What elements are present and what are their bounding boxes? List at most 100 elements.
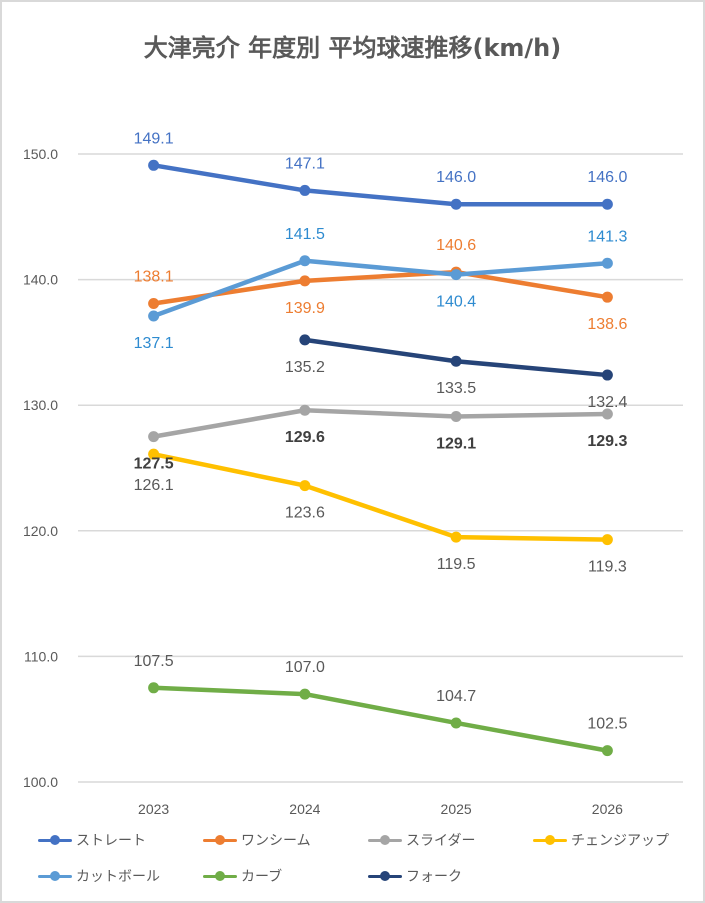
- y-tick-label: 110.0: [24, 648, 58, 664]
- data-label: 107.0: [285, 659, 325, 676]
- data-labels: 149.1 147.1 146.0 146.0 138.1 139.9 140.6 138.6…: [134, 130, 628, 732]
- data-point: [601, 198, 613, 210]
- data-label: 133.5: [436, 380, 476, 397]
- y-tick-label: 120.0: [23, 523, 58, 539]
- series-line: [151, 258, 610, 319]
- data-point: [299, 184, 311, 196]
- legend-marker-icon: [203, 834, 237, 846]
- data-point: [450, 531, 462, 543]
- legend-marker-icon: [533, 834, 567, 846]
- y-tick-label: 100.0: [23, 774, 58, 790]
- series-line: [151, 163, 610, 207]
- data-label: 141.3: [587, 228, 627, 245]
- series-0: [148, 159, 613, 210]
- y-tick-label: 140.0: [23, 272, 58, 288]
- data-label: 147.1: [285, 155, 325, 172]
- series-1: [148, 266, 613, 309]
- series-3: [148, 448, 613, 546]
- data-point: [450, 355, 462, 367]
- data-point: [601, 369, 613, 381]
- data-point: [148, 310, 160, 322]
- legend-item: フォーク: [368, 866, 462, 886]
- data-point: [601, 745, 613, 757]
- series-2: [148, 404, 613, 443]
- data-label: 104.7: [436, 688, 476, 705]
- legend-marker-icon: [368, 870, 402, 882]
- data-point: [601, 257, 613, 269]
- data-point: [299, 404, 311, 416]
- data-label: 123.6: [285, 505, 325, 522]
- data-label: 146.0: [587, 169, 627, 186]
- data-label: 141.5: [285, 226, 325, 243]
- legend-item: カーブ: [203, 866, 282, 886]
- x-axis-ticks: 2023 2024 2025 2026: [138, 801, 623, 817]
- series-5: [148, 682, 613, 757]
- data-label: 149.1: [134, 130, 174, 147]
- gridlines: [78, 153, 683, 783]
- data-label: 135.2: [285, 359, 325, 376]
- data-label: 119.5: [437, 556, 476, 573]
- legend-item: チェンジアップ: [533, 830, 669, 850]
- data-point: [450, 411, 462, 423]
- series-group: [148, 159, 613, 757]
- data-point: [148, 297, 160, 309]
- legend-label: カットボール: [76, 869, 160, 885]
- data-label: 138.6: [587, 316, 627, 333]
- data-point: [601, 534, 613, 546]
- series-line: [151, 407, 610, 439]
- series-6: [299, 334, 613, 381]
- series-line: [151, 451, 610, 542]
- legend-label: スライダー: [406, 833, 476, 849]
- chart-title: 大津亮介 年度別 平均球速推移(km/h): [143, 34, 562, 62]
- data-label: 139.9: [285, 300, 325, 317]
- data-point: [148, 448, 160, 460]
- data-label: 129.3: [587, 433, 627, 450]
- x-tick-label: 2025: [441, 801, 472, 817]
- data-label: 102.5: [587, 716, 627, 733]
- legend-marker-icon: [368, 834, 402, 846]
- data-point: [450, 717, 462, 729]
- data-point: [148, 159, 160, 171]
- x-tick-label: 2026: [592, 801, 623, 817]
- legend-item: カットボール: [38, 866, 160, 886]
- series-line: [151, 685, 610, 753]
- legend-marker-icon: [38, 870, 72, 882]
- data-point: [299, 480, 311, 492]
- x-tick-label: 2023: [138, 801, 169, 817]
- y-tick-label: 130.0: [23, 397, 58, 413]
- data-point: [299, 334, 311, 346]
- data-label: 138.1: [134, 268, 174, 285]
- data-point: [299, 688, 311, 700]
- legend-marker-icon: [203, 870, 237, 882]
- data-point: [601, 291, 613, 303]
- data-point: [148, 431, 160, 443]
- data-point: [601, 408, 613, 420]
- y-tick-label: 150.0: [23, 146, 58, 162]
- data-label: 119.3: [588, 559, 627, 576]
- data-label: 140.6: [436, 237, 476, 254]
- data-label: 107.5: [134, 653, 174, 670]
- series-4: [148, 255, 613, 322]
- data-label: 129.1: [436, 436, 476, 453]
- legend-item: スライダー: [368, 830, 475, 850]
- legend-label: ストレート: [76, 833, 146, 849]
- legend-marker-icon: [38, 834, 72, 846]
- legend-item: ワンシーム: [203, 830, 311, 850]
- series-line: [151, 269, 610, 306]
- legend-label: カーブ: [241, 869, 283, 885]
- data-label: 127.5: [134, 456, 174, 473]
- data-label: 132.4: [587, 394, 627, 411]
- data-label: 140.4: [436, 294, 476, 311]
- data-label: 129.6: [285, 429, 325, 446]
- legend-label: ワンシーム: [241, 833, 311, 849]
- data-point: [450, 269, 462, 281]
- legend-item: ストレート: [38, 830, 146, 850]
- x-tick-label: 2024: [289, 801, 320, 817]
- data-label: 126.1: [134, 477, 174, 494]
- y-axis-ticks: 100.0 110.0 120.0 130.0 140.0 150.0: [23, 146, 58, 790]
- data-point: [299, 275, 311, 287]
- legend-label: チェンジアップ: [571, 833, 669, 849]
- data-point: [299, 255, 311, 267]
